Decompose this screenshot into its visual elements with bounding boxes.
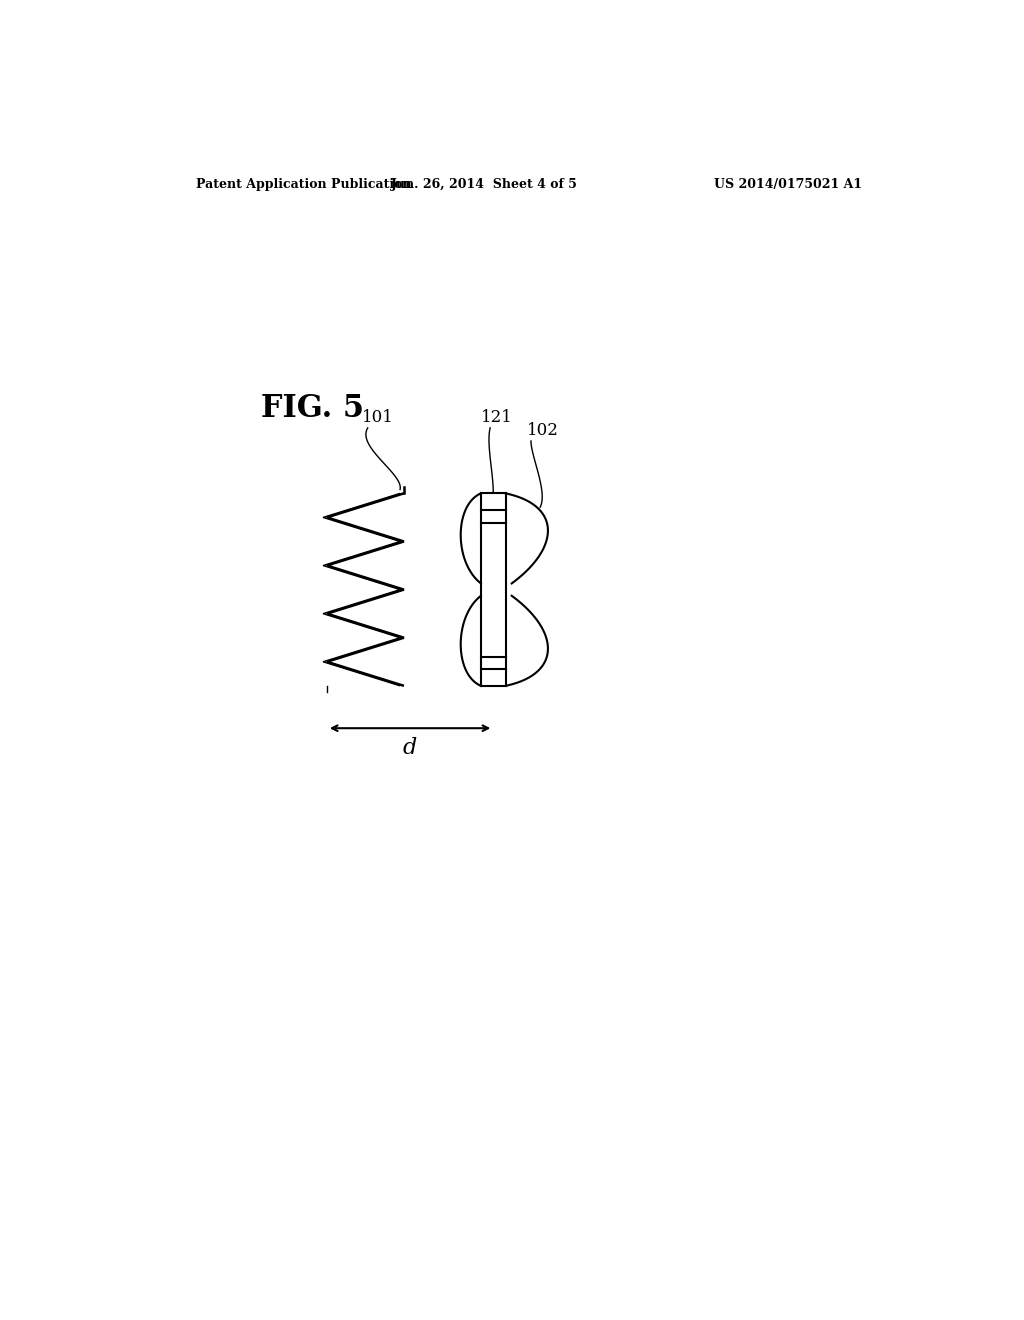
Text: FIG. 5: FIG. 5 — [261, 393, 365, 424]
Text: 121: 121 — [481, 409, 513, 426]
Text: 102: 102 — [527, 422, 559, 440]
Text: US 2014/0175021 A1: US 2014/0175021 A1 — [714, 178, 862, 190]
Text: Jun. 26, 2014  Sheet 4 of 5: Jun. 26, 2014 Sheet 4 of 5 — [391, 178, 579, 190]
Text: Patent Application Publication: Patent Application Publication — [196, 178, 412, 190]
Text: d: d — [403, 738, 417, 759]
Text: 101: 101 — [361, 409, 393, 426]
